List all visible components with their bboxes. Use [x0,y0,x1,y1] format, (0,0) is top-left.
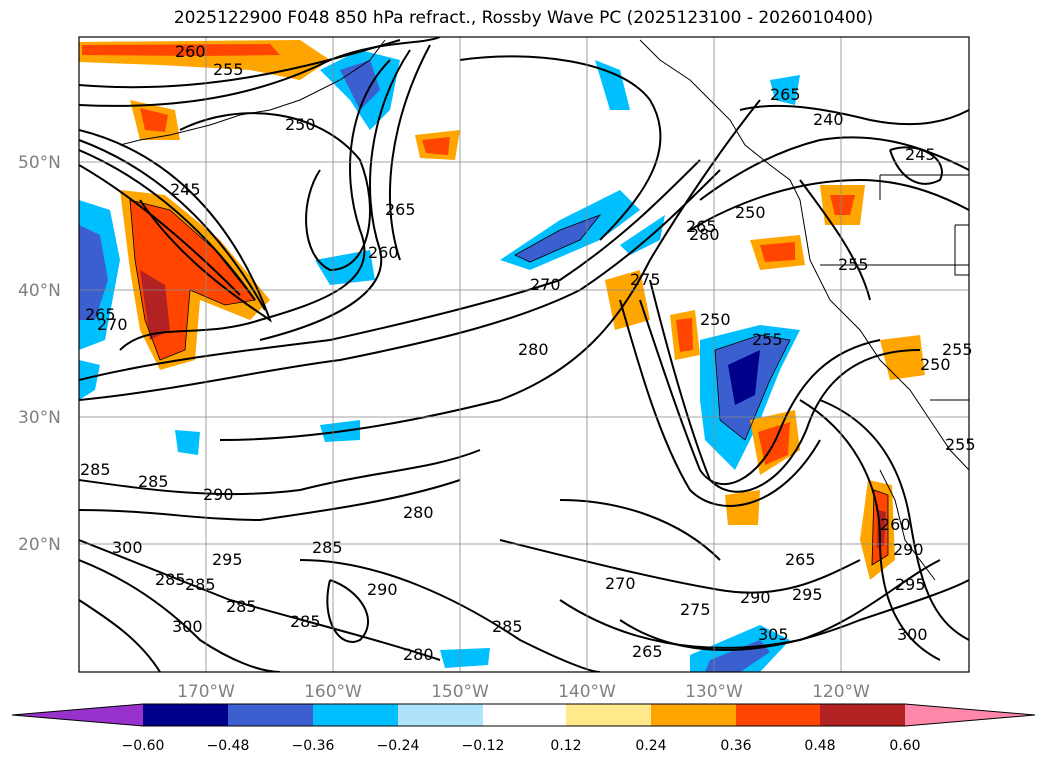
contour-label: 265 [686,217,717,236]
contour-label: 280 [403,645,434,664]
contour-label: 290 [203,485,234,504]
refractivity-contours [79,37,969,672]
contour-label: 240 [813,110,844,129]
contour-label: 280 [689,225,720,244]
coastlines [119,39,969,581]
plot-area [79,37,969,672]
contour-label: 305 [758,625,789,644]
lon-label-150w: 150°W [431,682,489,702]
contour-label: 260 [880,515,911,534]
colorbar-tick: −0.48 [207,738,250,754]
colorbar-tick: −0.60 [122,738,165,754]
rossby-wave-pc-shading [79,40,925,672]
contour-label: 295 [212,550,243,569]
contour-label: 285 [155,570,186,589]
contour-label: 280 [403,503,434,522]
contour-label: 285 [312,538,343,557]
contour-label: 270 [605,574,636,593]
contour-label: 255 [942,340,973,359]
contour-label: 270 [97,315,128,334]
contour-label: 300 [112,538,143,557]
contour-label: 265 [632,642,663,661]
contour-label: 285 [138,472,169,491]
colorbar-segment [313,704,398,726]
lon-label-140w: 140°W [558,682,616,702]
colorbar-tick: 0.36 [720,738,751,754]
colorbar-segment [143,704,228,726]
figure-title: 2025122900 F048 850 hPa refract., Rossby… [173,8,874,28]
contour-label: 295 [895,575,926,594]
contour-label: 250 [285,115,316,134]
colorbar-extend-high [905,704,1035,726]
contour-labels: 260 255 250 245 265 260 270 280 265 270 … [80,42,976,664]
colorbar-tick: 0.24 [635,738,666,754]
colorbar-tick: 0.48 [804,738,835,754]
contour-label: 255 [945,435,976,454]
longitude-axis: 170°W 160°W 150°W 140°W 130°W 120°W [177,682,870,702]
colorbar-segment [483,704,566,726]
contour-label: 290 [893,540,924,559]
contour-label: 265 [85,305,116,324]
colorbar-outline [11,703,1036,727]
contour-label: 285 [290,612,321,631]
colorbar-tick: −0.12 [462,738,505,754]
contour-label: 295 [792,585,823,604]
latitude-axis: 50°N 40°N 30°N 20°N [18,153,61,555]
lat-label-30n: 30°N [18,408,61,428]
contour-label: 255 [838,255,869,274]
contour-label: 290 [740,588,771,607]
lat-label-20n: 20°N [18,535,61,555]
contour-label: 255 [752,330,783,349]
lat-label-50n: 50°N [18,153,61,173]
colorbar-extend-low [12,704,143,726]
graticule [79,37,969,672]
colorbar-segment [566,704,651,726]
contour-label: 250 [920,355,951,374]
colorbar-segment [651,704,736,726]
colorbar-segment [398,704,483,726]
colorbar-tick: 0.60 [889,738,920,754]
lon-label-160w: 160°W [304,682,362,702]
contour-label: 265 [385,200,416,219]
contour-label: 245 [905,145,936,164]
colorbar: −0.60 −0.48 −0.36 −0.24 −0.12 0.12 0.24 … [11,703,1036,754]
colorbar-segment [820,704,905,726]
contour-label: 300 [172,617,203,636]
contour-label: 280 [518,340,549,359]
contour-label: 300 [897,625,928,644]
colorbar-segment [736,704,820,726]
contour-label: 285 [492,617,523,636]
contour-label: 285 [80,460,111,479]
contour-label: 275 [680,600,711,619]
contour-label: 250 [735,203,766,222]
contour-label: 270 [530,275,561,294]
lon-label-170w: 170°W [177,682,235,702]
colorbar-segment [228,704,313,726]
contour-label: 290 [367,580,398,599]
contour-label: 255 [213,60,244,79]
contour-label: 285 [226,597,257,616]
colorbar-tick: −0.36 [292,738,335,754]
lon-label-120w: 120°W [812,682,870,702]
contour-label: 285 [185,575,216,594]
contour-label: 260 [368,243,399,262]
contour-label: 265 [785,550,816,569]
lon-label-130w: 130°W [685,682,743,702]
contour-label: 275 [630,270,661,289]
colorbar-tick: 0.12 [550,738,581,754]
plot-frame [78,36,970,673]
contour-label: 250 [700,310,731,329]
contour-label: 265 [770,85,801,104]
colorbar-tick: −0.24 [377,738,420,754]
contour-label: 260 [175,42,206,61]
contour-label: 245 [170,180,201,199]
lat-label-40n: 40°N [18,281,61,301]
